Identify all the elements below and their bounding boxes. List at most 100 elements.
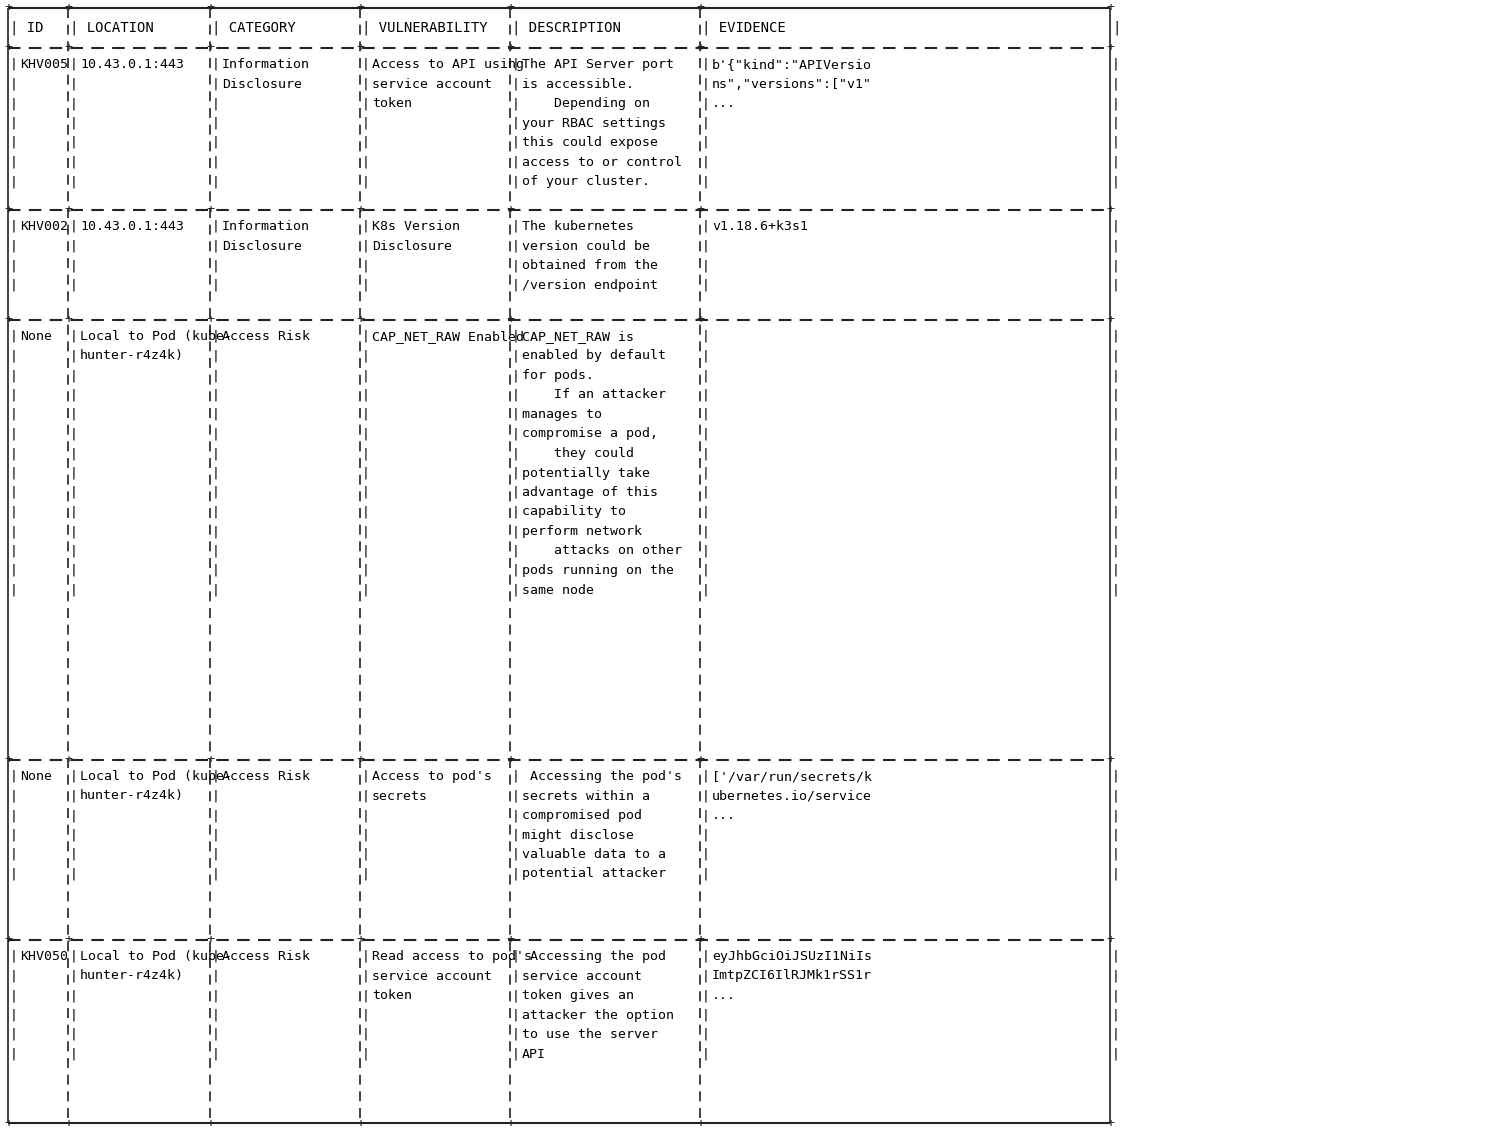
Text: |: | (1112, 789, 1120, 803)
Text: |: | (10, 97, 18, 110)
Text: |: | (1112, 564, 1120, 577)
Text: |: | (212, 584, 219, 596)
Text: |: | (70, 789, 78, 803)
Text: |: | (703, 259, 710, 271)
Text: |: | (703, 848, 710, 861)
Text: |: | (512, 408, 521, 421)
Text: |: | (363, 969, 370, 983)
Text: |: | (70, 1009, 78, 1021)
Text: |: | (703, 349, 710, 363)
Text: v1.18.6+k3s1: v1.18.6+k3s1 (712, 221, 809, 233)
Text: |: | (212, 1028, 219, 1041)
Text: |: | (10, 564, 18, 577)
Text: |: | (363, 486, 370, 499)
Text: |: | (512, 564, 521, 577)
Text: | CATEGORY: | CATEGORY (212, 20, 295, 35)
Text: potential attacker: potential attacker (522, 867, 665, 881)
Text: obtained from the: obtained from the (522, 259, 658, 271)
Text: Access Risk: Access Risk (222, 950, 310, 962)
Text: +: + (4, 1116, 12, 1130)
Text: +: + (357, 42, 364, 54)
Text: +: + (1106, 1, 1115, 15)
Text: +: + (506, 1116, 515, 1130)
Text: |: | (703, 330, 710, 343)
Text: |: | (1112, 770, 1120, 783)
Text: |: | (512, 78, 521, 90)
Text: |: | (512, 330, 521, 343)
Text: The API Server port: The API Server port (522, 58, 674, 71)
Text: |: | (1112, 20, 1120, 35)
Text: Read access to pod's: Read access to pod's (372, 950, 533, 962)
Text: |: | (363, 770, 370, 783)
Text: secrets within a: secrets within a (522, 789, 651, 803)
Text: |: | (10, 259, 18, 271)
Text: advantage of this: advantage of this (522, 486, 658, 499)
Text: Access Risk: Access Risk (222, 330, 310, 343)
Text: |: | (363, 240, 370, 252)
Text: +: + (4, 42, 12, 54)
Text: |: | (212, 136, 219, 149)
Text: might disclose: might disclose (522, 829, 634, 841)
Text: |: | (212, 428, 219, 440)
Text: |: | (70, 369, 78, 382)
Text: |: | (363, 829, 370, 841)
Text: |: | (1112, 447, 1120, 460)
Text: secrets: secrets (372, 789, 428, 803)
Text: |: | (512, 789, 521, 803)
Text: |: | (212, 221, 219, 233)
Text: |: | (10, 770, 18, 783)
Text: |: | (70, 506, 78, 518)
Text: |: | (512, 466, 521, 480)
Text: |: | (212, 97, 219, 110)
Text: Disclosure: Disclosure (222, 240, 301, 252)
Text: |: | (212, 525, 219, 538)
Text: +: + (357, 753, 364, 767)
Text: your RBAC settings: your RBAC settings (522, 116, 665, 130)
Text: +: + (206, 42, 213, 54)
Text: |: | (363, 389, 370, 402)
Text: |: | (10, 428, 18, 440)
Text: |: | (363, 466, 370, 480)
Text: |: | (212, 829, 219, 841)
Text: |: | (363, 136, 370, 149)
Text: |: | (212, 259, 219, 271)
Text: |: | (703, 466, 710, 480)
Text: |: | (512, 175, 521, 188)
Text: API: API (522, 1047, 546, 1061)
Text: |: | (363, 408, 370, 421)
Text: |: | (512, 1047, 521, 1061)
Text: enabled by default: enabled by default (522, 349, 665, 363)
Text: |: | (10, 1028, 18, 1041)
Text: |: | (70, 809, 78, 822)
Text: Disclosure: Disclosure (222, 78, 301, 90)
Text: |: | (1112, 584, 1120, 596)
Text: ['/var/run/secrets/k: ['/var/run/secrets/k (712, 770, 871, 783)
Text: |: | (70, 1047, 78, 1061)
Text: +: + (506, 204, 515, 216)
Text: /version endpoint: /version endpoint (522, 278, 658, 292)
Text: |: | (1112, 525, 1120, 538)
Text: +: + (506, 753, 515, 767)
Text: |: | (70, 408, 78, 421)
Text: |: | (1112, 136, 1120, 149)
Text: |: | (212, 988, 219, 1002)
Text: |: | (1112, 428, 1120, 440)
Text: |: | (703, 175, 710, 188)
Text: | ID: | ID (10, 20, 43, 35)
Text: |: | (10, 278, 18, 292)
Text: +: + (4, 1, 12, 15)
Text: |: | (512, 809, 521, 822)
Text: |: | (70, 969, 78, 983)
Text: |: | (1112, 867, 1120, 881)
Text: 10.43.0.1:443: 10.43.0.1:443 (81, 221, 184, 233)
Text: Local to Pod (kube-: Local to Pod (kube- (81, 770, 231, 783)
Text: +: + (506, 313, 515, 327)
Text: |: | (703, 1028, 710, 1041)
Text: |: | (1112, 278, 1120, 292)
Text: |: | (512, 770, 521, 783)
Text: +: + (64, 1, 72, 15)
Text: |: | (363, 259, 370, 271)
Text: +: + (206, 1116, 213, 1130)
Text: |: | (10, 789, 18, 803)
Text: service account: service account (522, 969, 642, 983)
